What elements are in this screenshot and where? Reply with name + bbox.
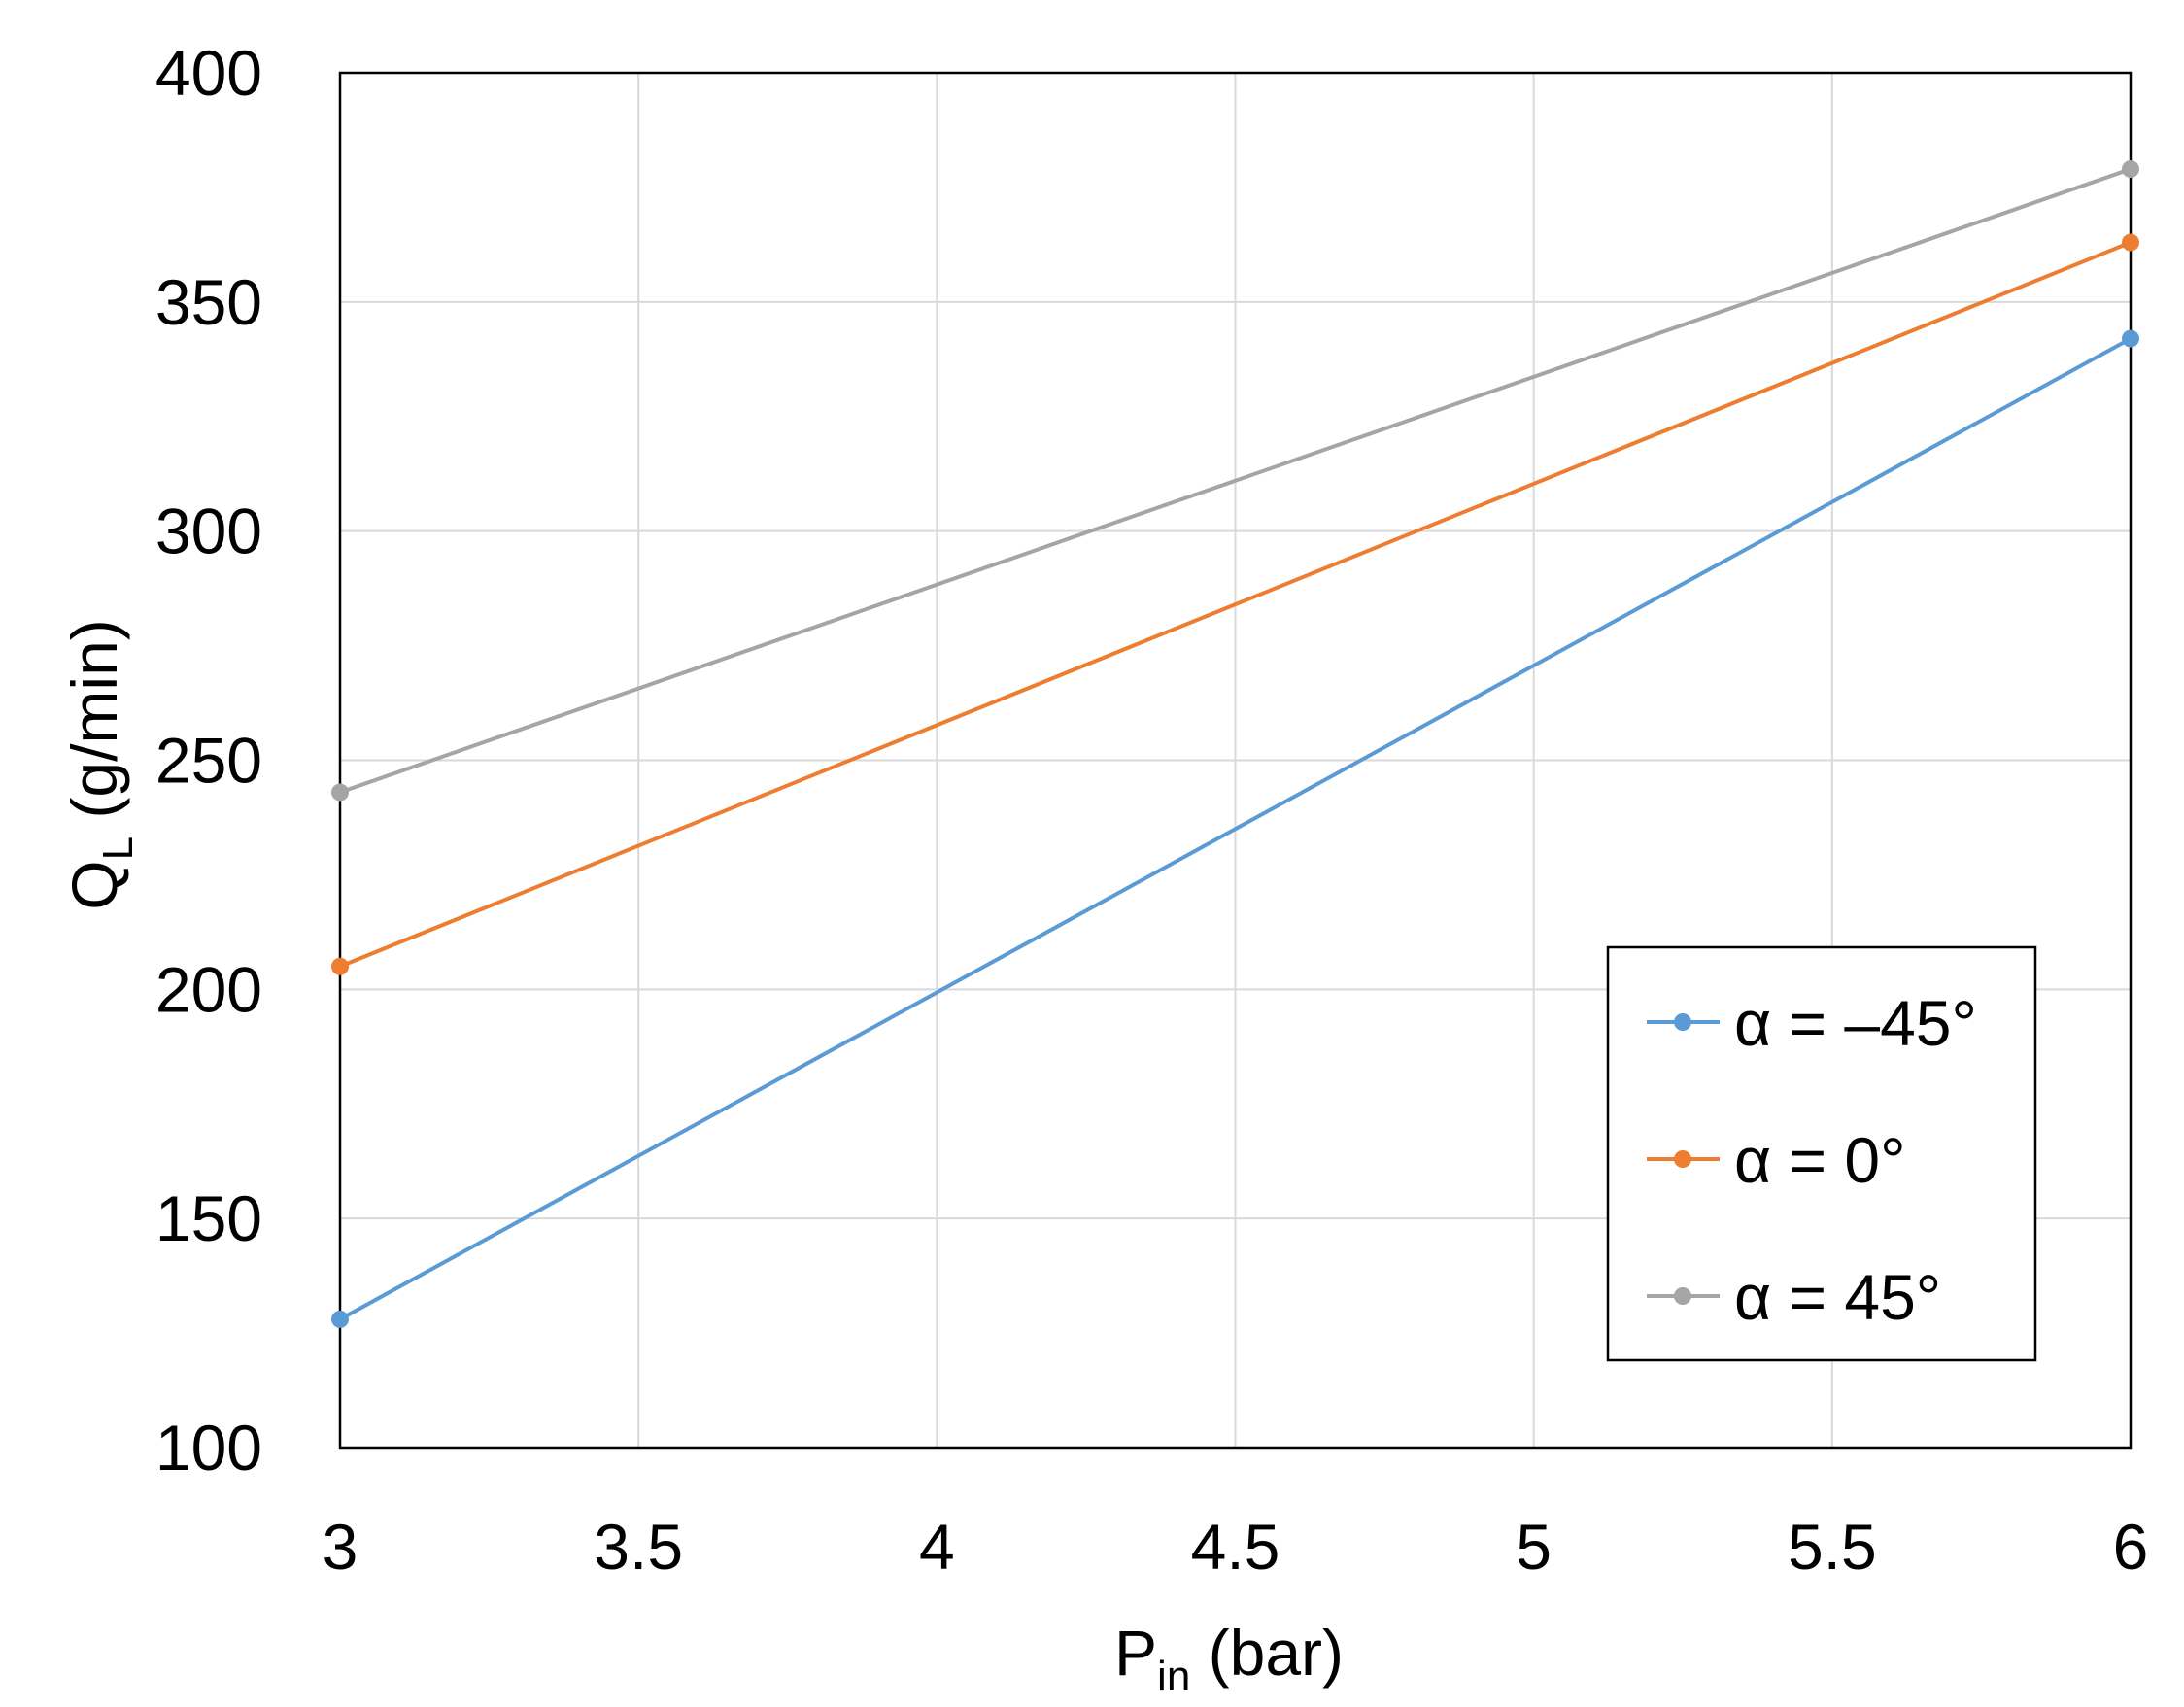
y-tick-label: 150	[155, 1182, 262, 1254]
legend-item-1: α = –45°	[1647, 987, 1977, 1059]
data-point	[331, 957, 349, 975]
x-tick-label: 5.5	[1788, 1511, 1877, 1583]
y-axis-title-suffix: (g/min)	[58, 619, 130, 836]
x-tick-label: 3	[323, 1511, 358, 1583]
y-tick-labels: 100 150 200 250 300 350 400	[155, 37, 262, 1484]
series-1	[331, 329, 2139, 1328]
data-point	[331, 1310, 349, 1328]
legend-label: α = –45°	[1734, 987, 1977, 1059]
data-point	[2122, 160, 2139, 179]
y-axis-title-subscript: L	[94, 836, 142, 860]
y-tick-label: 350	[155, 266, 262, 338]
y-tick-label: 100	[155, 1412, 262, 1484]
y-axis-title-main: Q	[58, 860, 130, 909]
legend-swatch-marker	[1674, 1013, 1691, 1031]
x-tick-label: 4	[919, 1511, 955, 1583]
plot-area-frame	[338, 71, 2133, 1450]
series-2	[331, 233, 2139, 975]
x-axis-title-suffix: (bar)	[1190, 1617, 1344, 1689]
legend-label: α = 45°	[1734, 1261, 1941, 1333]
y-tick-label: 250	[155, 725, 262, 797]
x-axis-title: Pin (bar)	[1114, 1617, 1344, 1700]
data-point	[2122, 329, 2139, 348]
data-point	[331, 783, 349, 802]
legend-swatch-marker	[1674, 1150, 1691, 1168]
x-tick-label: 3.5	[594, 1511, 683, 1583]
data-point	[2122, 233, 2139, 252]
legend-swatch-marker	[1674, 1287, 1691, 1305]
legend-item-3: α = 45°	[1647, 1261, 1941, 1333]
series-line	[339, 167, 2132, 795]
legend-label: α = 0°	[1734, 1124, 1905, 1196]
x-tick-labels: 3 3.5 4 4.5 5 5.5 6	[323, 1511, 2149, 1583]
series-3	[331, 160, 2139, 802]
x-tick-label: 4.5	[1191, 1511, 1280, 1583]
y-tick-label: 300	[155, 495, 262, 567]
y-axis-title: QL (g/min)	[58, 619, 142, 910]
legend-item-2: α = 0°	[1647, 1124, 1905, 1196]
series-layer	[331, 160, 2139, 1328]
y-tick-label: 400	[155, 37, 262, 109]
x-tick-label: 5	[1516, 1511, 1552, 1583]
series-line	[339, 336, 2132, 1321]
y-tick-label: 200	[155, 953, 262, 1025]
legend: α = –45° α = 0° α = 45°	[1606, 945, 2037, 1362]
series-line	[339, 240, 2132, 969]
x-tick-label: 6	[2113, 1511, 2149, 1583]
x-axis-title-subscript: in	[1157, 1653, 1190, 1700]
x-axis-title-main: P	[1114, 1617, 1157, 1689]
